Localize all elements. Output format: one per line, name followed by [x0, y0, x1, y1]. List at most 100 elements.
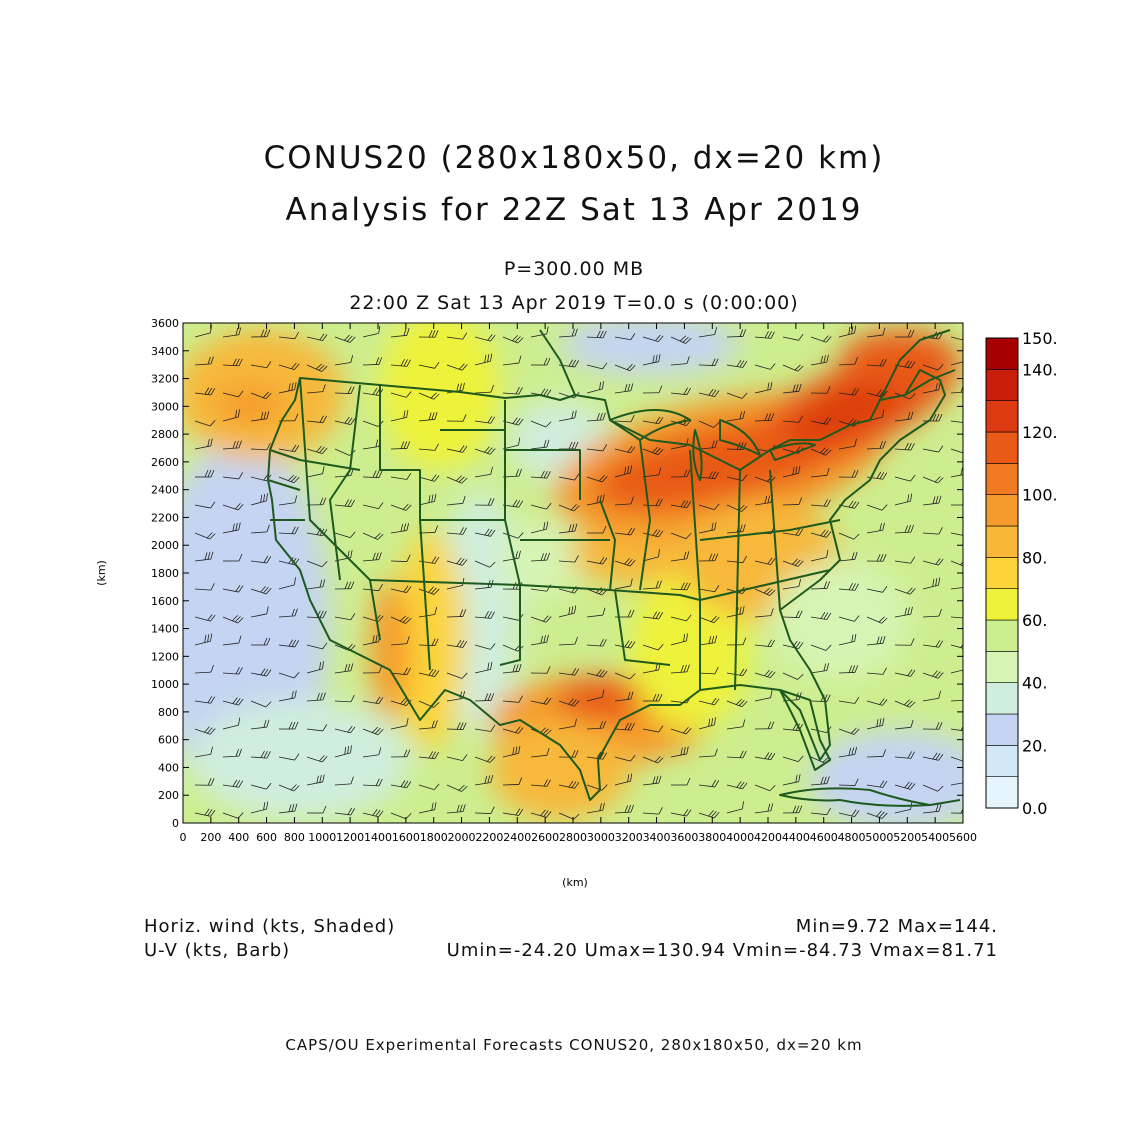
- wind-barb: [642, 498, 663, 507]
- wind-barb: [558, 718, 577, 730]
- wind-barb: [390, 327, 410, 338]
- wind-barb: [810, 417, 832, 425]
- wind-barb: [250, 606, 269, 618]
- wind-barb: [838, 615, 860, 622]
- wind-barb: [418, 392, 440, 400]
- wind-barb: [950, 616, 963, 619]
- colorbar-label: 150.: [1022, 329, 1058, 348]
- wind-barb: [782, 774, 801, 786]
- wind-barb: [446, 672, 468, 679]
- wind-barb: [922, 577, 941, 590]
- wind-barb: [726, 555, 747, 564]
- wind-barb: [726, 801, 744, 814]
- x-axis: 0 200 400 600 800 1000 1200 1400 1600 1800 2000 220…: [180, 323, 977, 844]
- wind-barb: [278, 577, 296, 590]
- x-tick-label: 5000: [865, 831, 893, 844]
- wind-barb: [390, 391, 412, 398]
- wind-barb: [390, 615, 412, 624]
- wind-barb: [418, 720, 438, 730]
- x-tick-label: 2400: [503, 831, 531, 844]
- wind-barb: [810, 776, 830, 786]
- wind-barb: [194, 664, 214, 674]
- wind-barb: [418, 802, 437, 814]
- y-axis-label: (km): [95, 560, 108, 586]
- wind-barb: [838, 727, 860, 735]
- wind-barb: [950, 336, 963, 342]
- wind-barb: [418, 330, 439, 338]
- wind-barb: [194, 583, 215, 591]
- wind-barb: [446, 639, 468, 648]
- wind-barb: [614, 804, 634, 814]
- colorbar-label: 40.: [1022, 674, 1047, 693]
- wind-barb: [474, 446, 496, 455]
- wind-barb: [950, 384, 963, 394]
- wind-barb: [418, 668, 440, 677]
- wind-barb: [418, 586, 440, 595]
- wind-barb: [334, 776, 354, 786]
- wind-barb: [838, 356, 858, 366]
- wind-barb: [698, 810, 720, 819]
- wind-barb: [222, 779, 244, 788]
- wind-barb: [446, 445, 468, 453]
- wind-barb: [923, 413, 943, 422]
- x-tick-label: 4800: [838, 831, 866, 844]
- wind-barb: [502, 777, 523, 786]
- x-tick-label: 2200: [475, 831, 503, 844]
- x-tick-label: 3400: [643, 831, 671, 844]
- wind-barb: [278, 690, 297, 702]
- y-tick-label: 1200: [151, 650, 179, 663]
- wind-barb: [642, 385, 663, 394]
- wind-barb: [334, 355, 354, 366]
- wind-barb: [558, 555, 579, 563]
- wind-barb: [642, 354, 661, 366]
- wind-barb: [922, 640, 944, 648]
- wind-barb: [334, 499, 355, 508]
- wind-barb: [754, 608, 774, 618]
- wind-barb: [698, 717, 716, 730]
- x-tick-label: 3000: [587, 831, 615, 844]
- wind-barb: [418, 783, 440, 791]
- wind-barb: [446, 475, 468, 484]
- wind-barb: [502, 335, 524, 344]
- x-tick-label: 0: [180, 831, 187, 844]
- wind-barb: [922, 445, 944, 453]
- wind-barb: [194, 614, 216, 622]
- wind-barb: [586, 751, 608, 760]
- wind-barb: [306, 774, 325, 786]
- wind-barb: [278, 526, 299, 535]
- wind-barb: [362, 726, 384, 736]
- wind-barb: [726, 698, 748, 708]
- wind-barb: [614, 558, 636, 567]
- wind-barb: [698, 779, 720, 788]
- wind-barb: [530, 666, 551, 674]
- wind-barb: [194, 778, 215, 786]
- wind-barb: [390, 523, 410, 534]
- wind-barb: [586, 362, 608, 370]
- wind-barb: [838, 388, 860, 396]
- wind-barb: [502, 808, 524, 816]
- wind-barb: [418, 556, 440, 564]
- wind-barb: [474, 416, 496, 424]
- y-tick-label: 2200: [151, 511, 179, 524]
- wind-barb: [698, 358, 719, 366]
- wind-barb: [194, 633, 213, 646]
- wind-barb: [446, 784, 468, 792]
- x-tick-label: 4400: [782, 831, 810, 844]
- x-tick-label: 600: [256, 831, 277, 844]
- wind-barb: [950, 641, 963, 650]
- barb-field-label: U-V (kts, Barb): [144, 940, 291, 961]
- wind-barb: [670, 469, 691, 478]
- wind-barb: [838, 551, 858, 562]
- wind-barb: [222, 358, 243, 367]
- wind-barb: [194, 808, 216, 817]
- uv-stats-label: Umin=-24.20 Umax=130.94 Vmin=-84.73 Vmax…: [446, 940, 998, 961]
- wind-barb: [950, 756, 963, 763]
- wind-barb: [362, 502, 384, 509]
- wind-barb: [754, 587, 776, 596]
- wind-barb: [614, 333, 636, 341]
- wind-barb: [615, 609, 635, 618]
- wind-barb: [222, 409, 240, 422]
- wind-barb: [726, 329, 747, 338]
- wind-barb: [866, 717, 885, 730]
- wind-barb: [306, 692, 326, 702]
